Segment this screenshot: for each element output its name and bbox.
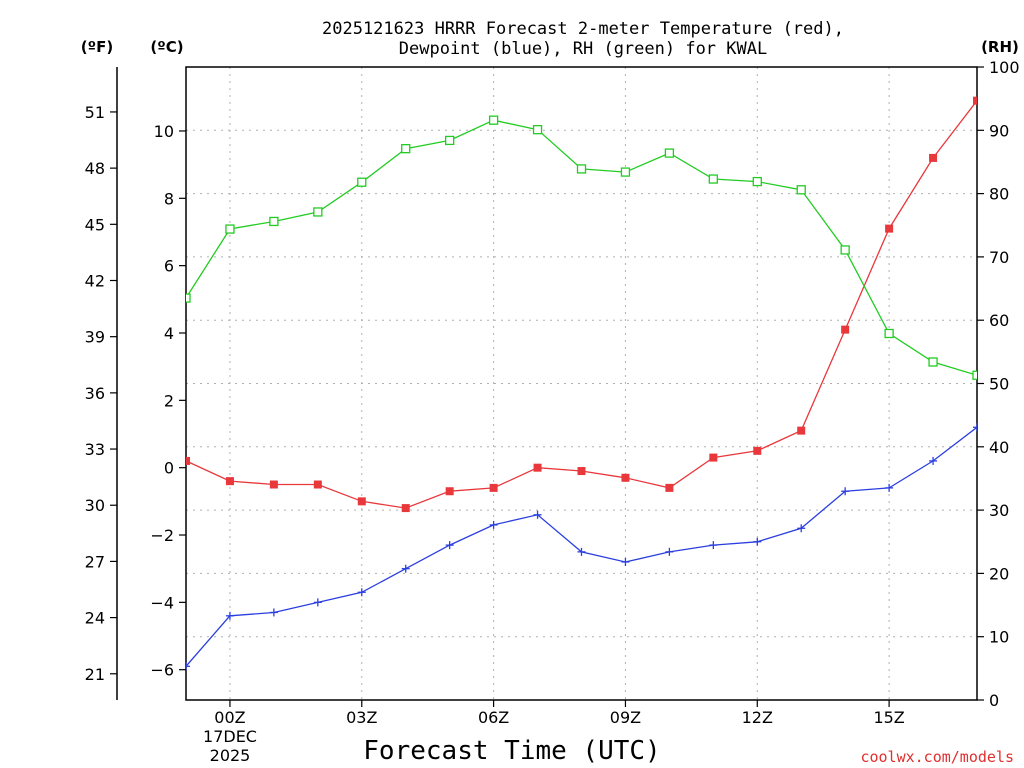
celsius-tick-label: 6 (164, 257, 174, 276)
series-dewpoint (186, 423, 977, 671)
rh-point (313, 207, 323, 217)
temperature-point (489, 483, 498, 492)
x-axis-title: Forecast Time (UTC) (363, 736, 660, 766)
rh-tick-label: 90 (989, 121, 1009, 140)
fahrenheit-tick-label: 36 (85, 384, 105, 403)
rh-tick-label: 100 (989, 58, 1020, 77)
rh-tick-label: 10 (989, 628, 1009, 647)
rh-point (532, 125, 543, 135)
chart-title-line1: 2025121623 HRRR Forecast 2-meter Tempera… (322, 19, 844, 39)
rh-point (752, 176, 762, 187)
fahrenheit-tick-label: 42 (85, 271, 105, 290)
rh-tick-label: 70 (989, 248, 1009, 267)
celsius-tick-label: −6 (150, 661, 174, 680)
rh-tick-label: 50 (989, 375, 1009, 394)
x-date-day-label: 17DEC (203, 727, 257, 746)
temperature-point (709, 453, 718, 462)
x-tick-label: 06Z (478, 708, 509, 727)
temperature-point (797, 426, 806, 435)
temperature-point (533, 463, 542, 472)
rh-tick-label: 80 (989, 185, 1009, 204)
fahrenheit-tick-label: 45 (85, 215, 105, 234)
temperature-point (313, 480, 322, 489)
temperature-point (225, 477, 234, 486)
temperature-point (577, 467, 586, 476)
celsius-tick-label: 8 (164, 189, 174, 208)
fahrenheit-tick-label: 51 (85, 103, 105, 122)
temperature-point (665, 483, 674, 492)
temperature-point (186, 456, 190, 465)
rh-tick-label: 40 (989, 438, 1009, 457)
temperature-point (929, 153, 938, 162)
rh-point (840, 245, 850, 255)
fahrenheit-tick-label: 21 (85, 665, 105, 684)
rh-point (225, 224, 235, 234)
x-tick-label: 15Z (873, 708, 904, 727)
x-date-year-label: 2025 (210, 746, 251, 765)
fahrenheit-tick-label: 27 (85, 552, 105, 571)
fahrenheit-tick-label: 39 (85, 328, 105, 347)
rh-point (269, 216, 279, 227)
temperature-point (445, 487, 454, 496)
fahrenheit-tick-label: 48 (85, 159, 105, 178)
celsius-tick-label: −2 (150, 526, 174, 545)
temperature-point (401, 504, 410, 513)
rh-point (576, 164, 587, 174)
rh-point (401, 144, 411, 154)
rh-point (445, 135, 455, 146)
temperature-point (841, 325, 850, 334)
temperature-point (973, 96, 977, 105)
celsius-tick-label: 0 (164, 459, 174, 478)
rh-point (664, 148, 675, 158)
celsius-tick-label: 10 (154, 122, 174, 141)
rh-point (708, 174, 718, 184)
rh-point (488, 115, 499, 125)
temperature-point (269, 480, 278, 489)
axis-ticks: 00Z 03Z 06Z 09Z 12Z 15Z−6−4−20246810212427303… (85, 58, 1020, 727)
x-tick-label: 09Z (610, 708, 641, 727)
left-axis-c-unit: (ºC) (150, 38, 183, 56)
series-rh (186, 115, 977, 380)
right-axis-rh-unit: (RH) (981, 38, 1019, 56)
x-tick-label: 00Z (214, 708, 245, 727)
temperature-point (357, 497, 366, 506)
watermark-text: coolwx.com/models (860, 748, 1014, 766)
rh-point (796, 185, 806, 195)
fahrenheit-tick-label: 33 (85, 440, 105, 459)
left-axis-f-unit: (ºF) (81, 38, 113, 56)
rh-tick-label: 0 (989, 691, 999, 710)
x-tick-label: 12Z (742, 708, 773, 727)
fahrenheit-tick-label: 24 (85, 609, 105, 628)
temperature-point (621, 473, 630, 482)
temperature-point (885, 224, 894, 233)
rh-point (928, 357, 938, 367)
celsius-tick-label: 4 (164, 324, 174, 343)
series-temperature (186, 96, 977, 513)
chart-title-line2: Dewpoint (blue), RH (green) for KWAL (399, 39, 767, 59)
celsius-tick-label: 2 (164, 391, 174, 410)
rh-tick-label: 20 (989, 564, 1009, 583)
x-tick-label: 03Z (346, 708, 377, 727)
rh-tick-label: 60 (989, 311, 1009, 330)
rh-point (357, 177, 367, 187)
rh-point (972, 370, 977, 380)
rh-point (186, 293, 191, 303)
temperature-point (753, 446, 762, 455)
fahrenheit-tick-label: 30 (85, 496, 105, 515)
rh-tick-label: 30 (989, 501, 1009, 520)
data-series (186, 96, 977, 671)
rh-point (620, 167, 631, 177)
celsius-tick-label: −4 (150, 593, 174, 612)
rh-point (884, 328, 894, 339)
